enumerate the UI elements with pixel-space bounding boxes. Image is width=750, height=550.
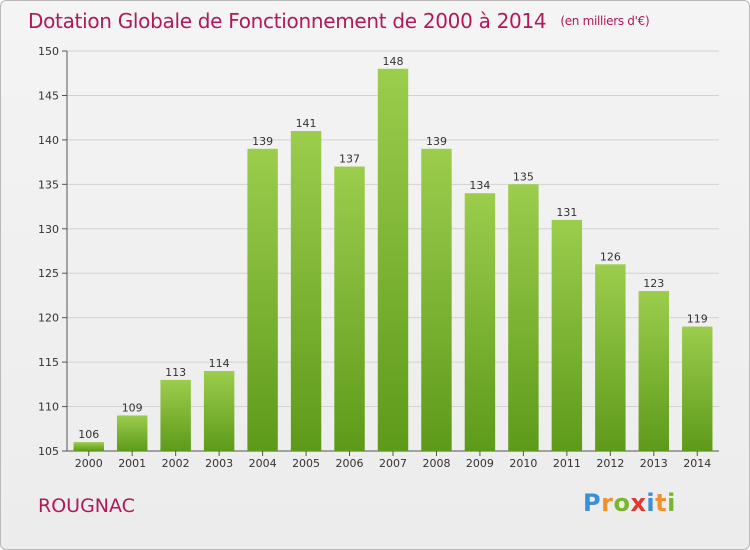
x-tick-label-2009: 2009	[466, 457, 494, 470]
y-tick-label: 105	[38, 445, 59, 458]
x-tick-label-2006: 2006	[336, 457, 364, 470]
bar-2010	[508, 184, 539, 451]
y-tick-label: 135	[38, 178, 59, 191]
x-tick-label-2010: 2010	[509, 457, 537, 470]
value-label-2001: 109	[122, 401, 143, 414]
x-tick-label-2002: 2002	[162, 457, 190, 470]
value-label-2004: 139	[252, 135, 273, 148]
value-label-2011: 131	[556, 206, 577, 219]
value-label-2009: 134	[469, 179, 490, 192]
proxiti-logo: Proxiti	[583, 489, 676, 517]
chart-title-text: Dotation Globale de Fonctionnement de 20…	[28, 9, 547, 33]
bar-2008	[421, 148, 452, 451]
bars	[73, 68, 713, 451]
bar-2003	[203, 371, 235, 451]
y-tick-label: 130	[38, 223, 59, 236]
y-tick-label: 145	[38, 89, 59, 102]
bar-2009	[464, 193, 496, 451]
logo-letter: r	[601, 489, 614, 517]
x-tick-label-2013: 2013	[640, 457, 668, 470]
bar-2002	[160, 379, 191, 451]
value-label-2006: 137	[339, 153, 360, 166]
bar-2000	[73, 442, 104, 451]
value-label-2010: 135	[513, 170, 534, 183]
x-tick-label-2001: 2001	[118, 457, 146, 470]
value-label-2012: 126	[600, 250, 621, 263]
bar-2004	[247, 148, 278, 451]
value-label-2007: 148	[383, 55, 404, 68]
x-tick-label-2003: 2003	[205, 457, 233, 470]
x-tick-label-2000: 2000	[75, 457, 103, 470]
chart-title: Dotation Globale de Fonctionnement de 20…	[28, 9, 650, 33]
commune-name: ROUGNAC	[38, 495, 135, 517]
bar-2011	[551, 219, 583, 451]
value-label-2014: 119	[687, 313, 708, 326]
bar-2005	[290, 131, 322, 451]
y-tick-label: 140	[38, 134, 59, 147]
bar-2013	[638, 291, 670, 451]
value-label-2000: 106	[78, 428, 99, 441]
x-tick-label-2008: 2008	[422, 457, 450, 470]
logo-letter: t	[655, 489, 668, 517]
logo-letter: P	[583, 489, 602, 517]
y-tick-label: 110	[38, 401, 59, 414]
value-label-2005: 141	[296, 117, 317, 130]
x-tick-label-2012: 2012	[596, 457, 624, 470]
value-label-2003: 114	[209, 357, 230, 370]
labels: 105 110 115 120 125 130 135 140 145 150 106 2000 109…	[38, 45, 711, 470]
x-tick-label-2014: 2014	[683, 457, 711, 470]
x-tick-label-2007: 2007	[379, 457, 407, 470]
x-tick-label-2004: 2004	[249, 457, 277, 470]
logo-letter: x	[630, 489, 647, 517]
bar-2007	[377, 68, 409, 451]
logo-letter: o	[613, 489, 631, 517]
y-tick-label: 120	[38, 312, 59, 325]
bar-2001	[116, 415, 148, 451]
y-tick-label: 150	[38, 45, 59, 58]
bar-2006	[334, 166, 365, 451]
logo-letter: i	[667, 489, 676, 517]
value-label-2008: 139	[426, 135, 447, 148]
x-tick-label-2005: 2005	[292, 457, 320, 470]
bar-2012	[595, 264, 626, 451]
x-tick-label-2011: 2011	[553, 457, 581, 470]
y-tick-label: 125	[38, 267, 59, 280]
y-tick-label: 115	[38, 356, 59, 369]
value-label-2002: 113	[165, 366, 186, 379]
logo-letter: i	[646, 489, 656, 517]
bar-2014	[682, 326, 713, 451]
value-label-2013: 123	[643, 277, 664, 290]
chart-unit: (en milliers d'€)	[560, 14, 650, 28]
